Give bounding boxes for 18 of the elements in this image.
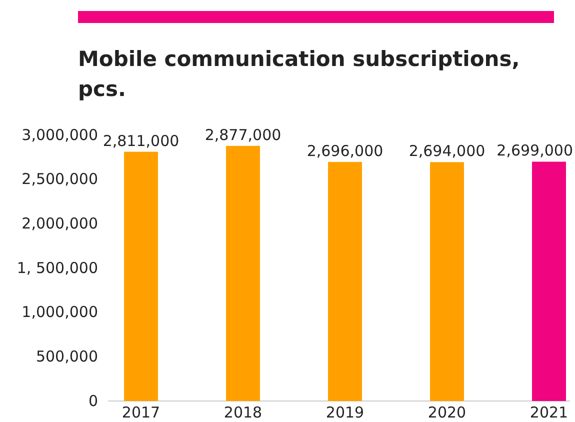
x-tick-label: 2019 [326, 404, 364, 422]
y-tick-label: 500,000 [36, 347, 98, 366]
y-tick-label: 1, 500,000 [16, 258, 98, 277]
y-tick-label: 2,500,000 [22, 170, 98, 188]
data-label: 2,699,000 [496, 142, 573, 160]
x-tick-label: 2021 [530, 404, 568, 422]
data-label: 2,694,000 [408, 142, 486, 160]
data-label: 2,811,000 [102, 132, 180, 150]
x-tick-label: 2020 [428, 404, 466, 422]
y-tick-label: 1,000,000 [22, 303, 98, 322]
chart-title: Mobile communication subscriptions, pcs. [78, 47, 520, 101]
y-tick-label: 2,000,000 [22, 214, 98, 232]
data-label: 2,696,000 [306, 142, 384, 160]
data-label: 2,877,000 [204, 126, 282, 144]
y-tick-label: 0 [88, 392, 98, 410]
x-tick-label: 2018 [224, 404, 262, 422]
x-tick-label: 2017 [122, 404, 160, 422]
y-tick-label: 3,000,000 [22, 126, 98, 144]
